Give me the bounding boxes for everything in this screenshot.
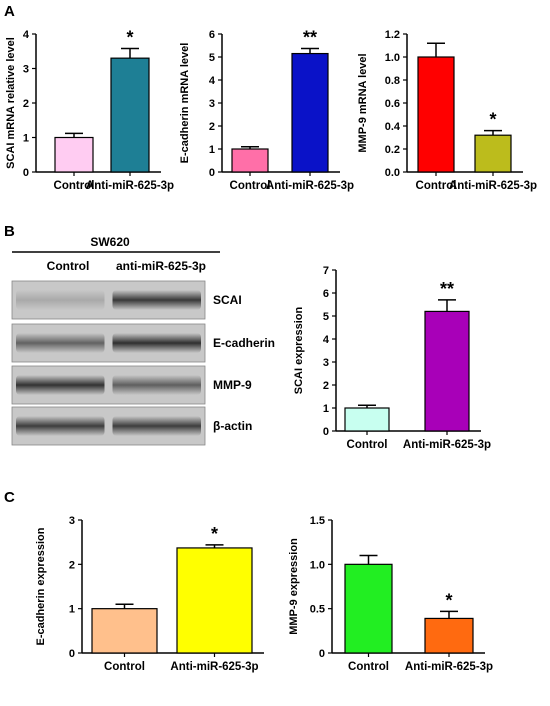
y-tick-label: 1.5	[310, 515, 325, 527]
blot-band	[16, 333, 105, 353]
blot-row-label: MMP-9	[213, 378, 252, 392]
blot-band	[112, 290, 201, 310]
blot-row-label: β-actin	[213, 419, 252, 433]
category-label: Anti-miR-625-3p	[170, 661, 258, 673]
y-tick-label: 0	[323, 426, 329, 438]
blot-band	[112, 375, 201, 395]
y-tick-label: 6	[323, 288, 329, 300]
y-tick-label: 1	[209, 144, 215, 156]
category-label: Anti-miR-625-3p	[405, 661, 493, 673]
bar	[344, 407, 390, 432]
category-label: Control	[230, 180, 271, 192]
bar	[91, 608, 158, 654]
significance-marker: **	[303, 27, 317, 47]
y-axis-title: MMP-9 expression	[288, 538, 300, 635]
y-tick-label: 5	[323, 311, 329, 323]
y-tick-label: 0	[69, 648, 75, 660]
y-tick-label: 4	[23, 29, 30, 41]
y-tick-label: 2	[23, 98, 29, 110]
y-tick-label: 2	[69, 559, 75, 571]
y-axis-title: E-cadherin expression	[35, 527, 47, 645]
blot-band	[112, 333, 201, 353]
panel-label-b: B	[4, 223, 15, 240]
category-label: Anti-miR-625-3p	[403, 439, 491, 451]
y-tick-label: 0.4	[385, 121, 401, 133]
y-tick-label: 1	[323, 403, 329, 415]
chart-scai-expression: 0 1 2 3 4 5 6 7 SCAI expression Control ** Anti-miR…	[293, 265, 491, 451]
panel-label-a: A	[4, 3, 15, 20]
panel-label-c: C	[4, 489, 15, 506]
y-axis-title: MMP-9 mRNA level	[357, 53, 369, 152]
category-label: Anti-miR-625-3p	[449, 180, 537, 192]
significance-marker: *	[211, 524, 218, 544]
y-tick-label: 0	[319, 648, 325, 660]
category-label: Control	[347, 439, 388, 451]
y-tick-label: 3	[323, 357, 329, 369]
blot-row-label: SCAI	[213, 293, 242, 307]
category-label: Anti-miR-625-3p	[266, 180, 354, 192]
y-tick-label: 4	[323, 334, 330, 346]
blot-row-label: E-cadherin	[213, 336, 275, 350]
y-tick-label: 3	[209, 98, 215, 110]
category-label: Control	[54, 180, 95, 192]
bar	[424, 310, 470, 432]
y-tick-label: 6	[209, 29, 215, 41]
y-tick-label: 3	[23, 64, 29, 76]
category-label: Control	[416, 180, 457, 192]
y-tick-label: 0	[209, 167, 215, 179]
category-label: Control	[104, 661, 145, 673]
bar	[54, 136, 94, 173]
category-label: Control	[348, 661, 389, 673]
blot-lane-label-treated: anti-miR-625-3p	[116, 259, 206, 273]
y-tick-label: 1.0	[310, 559, 325, 571]
chart-mmp9-mrna: 0.0 0.2 0.4 0.6 0.8 1.0 1.2 MMP-9 mRNA level Con…	[357, 29, 537, 192]
y-axis-title: SCAI expression	[293, 307, 305, 395]
y-tick-label: 5	[209, 52, 215, 64]
y-axis-title: SCAI mRNA relative level	[5, 37, 17, 169]
chart-mmp9-expression: 0 0.5 1.0 1.5 MMP-9 expression Control * Anti-m…	[288, 515, 493, 673]
y-tick-label: 1.2	[385, 29, 400, 41]
bar	[417, 56, 455, 173]
y-axis-title: E-cadherin mRNA level	[179, 43, 191, 164]
blot-band	[16, 290, 105, 310]
y-tick-label: 0.5	[310, 604, 325, 616]
y-tick-label: 1.0	[385, 52, 400, 64]
y-tick-label: 0.8	[385, 75, 400, 87]
bar	[474, 134, 512, 173]
chart-ecadherin-mrna: 0 1 2 3 4 5 6 E-cadherin mRNA level Control ** Ant…	[179, 27, 354, 192]
significance-marker: *	[126, 27, 133, 47]
blot-cell-line: SW620	[90, 235, 130, 249]
blot-band	[112, 416, 201, 436]
blot-band	[16, 416, 105, 436]
y-tick-label: 0.0	[385, 167, 400, 179]
y-tick-label: 7	[323, 265, 329, 277]
blot-band	[16, 375, 105, 395]
y-tick-label: 2	[209, 121, 215, 133]
significance-marker: **	[440, 279, 454, 299]
y-tick-label: 2	[323, 380, 329, 392]
category-label: Anti-miR-625-3p	[86, 180, 174, 192]
y-tick-label: 1	[23, 133, 29, 145]
bar	[344, 563, 393, 654]
significance-marker: *	[489, 110, 496, 130]
y-tick-label: 4	[209, 75, 216, 87]
chart-ecadherin-expression: 0 1 2 3 E-cadherin expression Control * Anti-mi…	[35, 515, 264, 673]
y-tick-label: 0.6	[385, 98, 400, 110]
bar	[176, 547, 253, 654]
western-blot: SCAI E-cadherin MMP-9 β-actin	[11, 280, 275, 446]
y-tick-label: 0.2	[385, 144, 400, 156]
chart-scai-mrna: 0 1 2 3 4 SCAI mRNA relative level Control * Ant…	[5, 27, 174, 192]
significance-marker: *	[445, 590, 452, 610]
y-tick-label: 0	[23, 167, 29, 179]
y-tick-label: 1	[69, 604, 75, 616]
bar	[424, 617, 474, 654]
blot-lane-label-control: Control	[47, 259, 90, 273]
bar	[231, 148, 269, 173]
bar	[291, 52, 329, 173]
bar	[110, 57, 150, 173]
y-tick-label: 3	[69, 515, 75, 527]
